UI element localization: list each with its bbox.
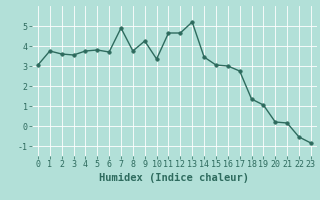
X-axis label: Humidex (Indice chaleur): Humidex (Indice chaleur): [100, 173, 249, 183]
